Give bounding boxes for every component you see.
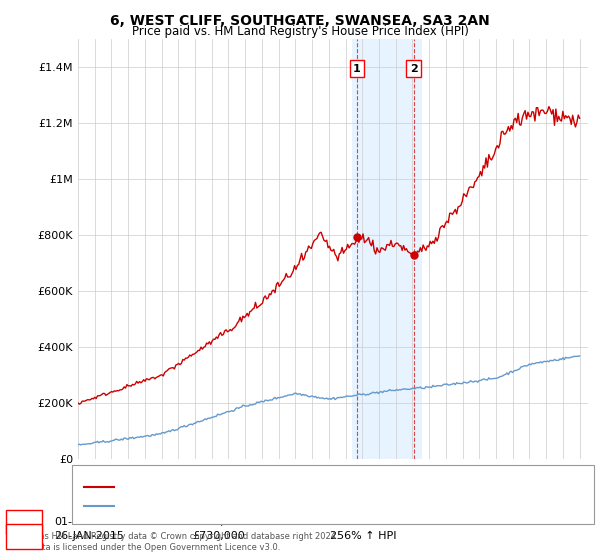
Text: 1: 1 [20,517,28,527]
Text: 303% ↑ HPI: 303% ↑ HPI [330,517,397,527]
Text: 01-SEP-2011: 01-SEP-2011 [54,517,125,527]
Text: £730,000: £730,000 [192,531,245,542]
Text: HPI: Average price, detached house, Swansea: HPI: Average price, detached house, Swan… [120,501,344,511]
Text: 6, WEST CLIFF, SOUTHGATE, SWANSEA, SA3 2AN: 6, WEST CLIFF, SOUTHGATE, SWANSEA, SA3 2… [110,14,490,28]
Text: 6, WEST CLIFF, SOUTHGATE, SWANSEA, SA3 2AN (detached house): 6, WEST CLIFF, SOUTHGATE, SWANSEA, SA3 2… [120,482,448,492]
Text: 2: 2 [20,531,28,542]
Text: 26-JAN-2015: 26-JAN-2015 [54,531,124,542]
Text: Contains HM Land Registry data © Crown copyright and database right 2024.
This d: Contains HM Land Registry data © Crown c… [12,532,338,552]
Text: 1: 1 [353,64,361,73]
Text: £795,000: £795,000 [192,517,245,527]
Text: 2: 2 [410,64,418,73]
Text: 256% ↑ HPI: 256% ↑ HPI [330,531,397,542]
Text: Price paid vs. HM Land Registry's House Price Index (HPI): Price paid vs. HM Land Registry's House … [131,25,469,38]
Bar [352,39,422,459]
